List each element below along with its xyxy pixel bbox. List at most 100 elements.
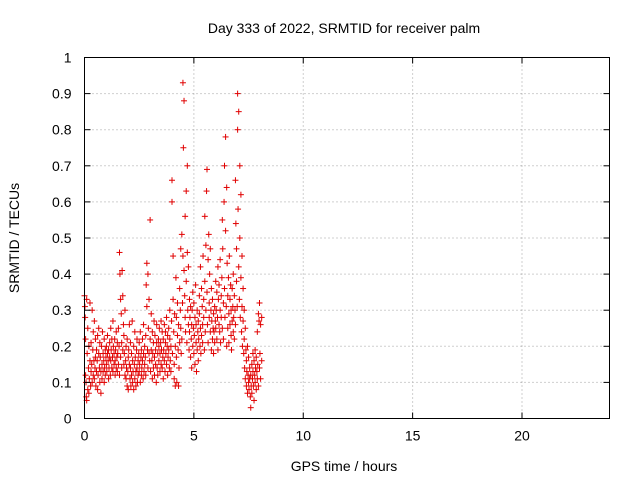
data-point: [216, 328, 223, 335]
data-point: [191, 332, 198, 339]
data-point: [244, 343, 251, 350]
data-point: [195, 336, 202, 343]
data-point: [82, 314, 89, 321]
data-point: [213, 289, 220, 296]
data-point: [166, 307, 173, 314]
data-point: [116, 343, 123, 350]
data-point: [185, 263, 192, 270]
data-point: [200, 314, 207, 321]
data-point: [166, 336, 173, 343]
data-point: [124, 336, 131, 343]
data-point: [202, 242, 209, 249]
data-point: [109, 318, 116, 325]
data-point: [204, 321, 211, 328]
data-point: [165, 346, 172, 353]
data-point: [158, 318, 165, 325]
data-point: [172, 274, 179, 281]
data-point: [248, 390, 255, 397]
data-point: [96, 364, 103, 371]
data-point: [102, 372, 109, 379]
data-point: [220, 299, 227, 306]
data-point: [223, 184, 230, 191]
data-point: [141, 343, 148, 350]
data-point: [110, 343, 117, 350]
data-point: [237, 191, 244, 198]
data-point: [159, 364, 166, 371]
data-point: [158, 361, 165, 368]
data-point: [90, 328, 97, 335]
data-point: [147, 336, 154, 343]
data-point: [197, 325, 204, 332]
data-point: [112, 357, 119, 364]
data-point: [127, 383, 134, 390]
data-point: [85, 364, 92, 371]
data-point: [97, 390, 104, 397]
data-point: [193, 321, 200, 328]
data-point: [256, 299, 263, 306]
data-point: [161, 357, 168, 364]
data-point: [189, 289, 196, 296]
data-point: [194, 328, 201, 335]
data-point: [183, 339, 190, 346]
data-point: [143, 281, 150, 288]
data-point: [162, 339, 169, 346]
data-point: [186, 328, 193, 335]
data-point: [206, 271, 213, 278]
data-point: [162, 328, 169, 335]
data-point: [128, 350, 135, 357]
data-point: [241, 336, 248, 343]
data-point: [243, 368, 250, 375]
y-tick-label: 0.7: [52, 158, 72, 174]
data-point: [240, 350, 247, 357]
data-point: [125, 354, 132, 361]
data-point: [205, 231, 212, 238]
data-point: [131, 361, 138, 368]
data-point: [141, 368, 147, 375]
data-point: [116, 249, 123, 256]
data-point: [192, 281, 199, 288]
data-point: [129, 318, 136, 325]
data-point: [190, 325, 197, 332]
y-tick-labels: 0 0.1 0.2 0.3 0.4 0.5 0.6 0.7 0.8 0.9 1: [52, 50, 72, 427]
data-point: [142, 332, 149, 339]
data-point: [88, 361, 95, 368]
data-point: [99, 328, 106, 335]
data-point: [245, 379, 252, 386]
data-point: [184, 249, 191, 256]
data-point: [206, 314, 213, 321]
data-point: [209, 296, 216, 303]
data-point: [231, 292, 238, 299]
data-point: [177, 307, 184, 314]
data-point: [210, 310, 217, 317]
data-point: [149, 375, 156, 382]
data-point: [140, 350, 147, 357]
data-point: [91, 318, 98, 325]
data-point: [121, 350, 128, 357]
data-point: [236, 235, 243, 241]
y-tick-label: 0.8: [52, 122, 72, 138]
data-point: [188, 364, 195, 371]
data-point: [155, 357, 162, 364]
data-point: [197, 343, 203, 350]
data-points: [81, 79, 265, 411]
data-point: [197, 350, 204, 357]
data-point: [175, 321, 182, 328]
data-point: [151, 332, 158, 339]
data-point: [119, 267, 126, 274]
data-point: [257, 321, 264, 328]
data-point: [146, 296, 153, 303]
data-point: [239, 343, 246, 350]
data-point: [252, 379, 259, 386]
data-point: [221, 162, 228, 169]
data-point: [190, 350, 197, 357]
data-point: [252, 346, 259, 353]
data-point: [221, 198, 228, 205]
data-point: [195, 318, 202, 325]
data-point: [95, 325, 102, 332]
data-point: [117, 354, 124, 361]
data-point: [254, 328, 261, 335]
data-point: [156, 368, 163, 375]
data-point: [176, 364, 182, 371]
data-point: [171, 375, 178, 382]
data-point: [155, 343, 162, 350]
